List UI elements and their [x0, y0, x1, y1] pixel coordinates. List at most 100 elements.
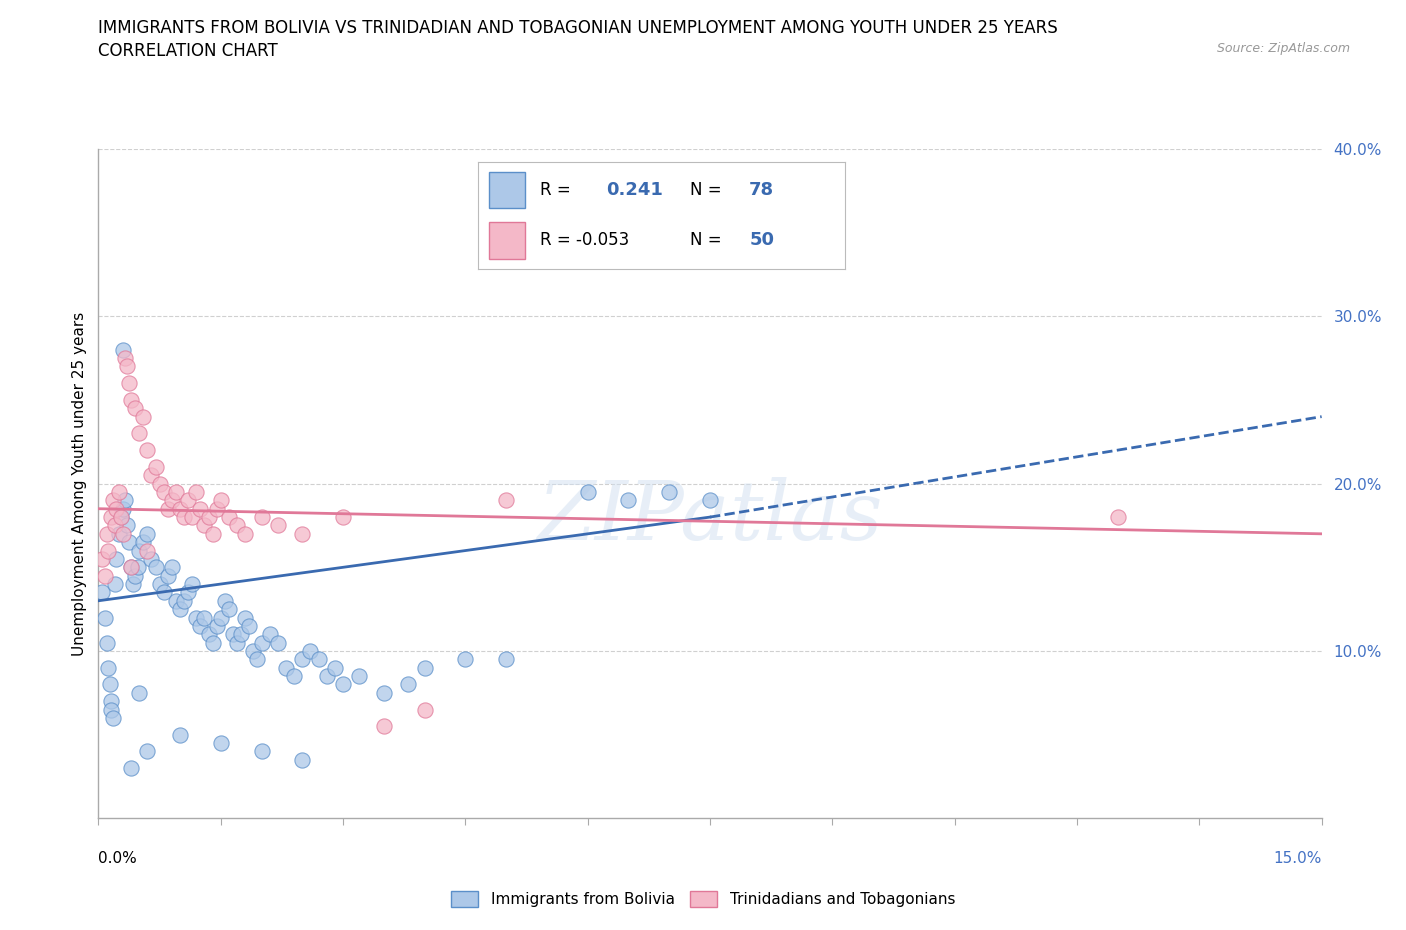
Point — [120, 761, 142, 776]
Point — [454, 652, 477, 667]
Point — [181, 510, 204, 525]
Point — [201, 526, 224, 541]
Point — [124, 568, 146, 583]
Point — [118, 376, 141, 391]
Point — [373, 685, 395, 700]
Point — [110, 510, 132, 525]
Point — [94, 568, 117, 583]
Point — [283, 669, 305, 684]
Point — [231, 627, 253, 642]
Point — [156, 501, 179, 516]
Text: CORRELATION CHART: CORRELATION CHART — [98, 42, 278, 60]
Point — [101, 711, 124, 725]
Point — [145, 560, 167, 575]
Point — [132, 535, 155, 550]
Point — [136, 526, 159, 541]
Text: 0.0%: 0.0% — [98, 851, 138, 866]
Point — [274, 660, 297, 675]
Point — [169, 602, 191, 617]
Point — [186, 485, 208, 499]
Point — [108, 526, 131, 541]
Point — [173, 510, 195, 525]
Point — [124, 401, 146, 416]
Point — [108, 485, 131, 499]
Point — [177, 585, 200, 600]
Point — [238, 618, 260, 633]
Point — [495, 652, 517, 667]
Point — [323, 660, 346, 675]
Point — [152, 585, 174, 600]
Point — [209, 736, 232, 751]
Point — [181, 577, 204, 591]
Point — [222, 627, 245, 642]
Point — [91, 551, 114, 566]
Point — [250, 744, 273, 759]
Point — [100, 702, 122, 717]
Point — [104, 577, 127, 591]
Legend: Immigrants from Bolivia, Trinidadians and Tobagonians: Immigrants from Bolivia, Trinidadians an… — [444, 884, 962, 913]
Point — [218, 510, 240, 525]
Point — [396, 677, 419, 692]
Point — [658, 485, 681, 499]
Point — [111, 342, 134, 357]
Point — [149, 476, 172, 491]
Text: IMMIGRANTS FROM BOLIVIA VS TRINIDADIAN AND TOBAGONIAN UNEMPLOYMENT AMONG YOUTH U: IMMIGRANTS FROM BOLIVIA VS TRINIDADIAN A… — [98, 19, 1059, 36]
Point — [250, 635, 273, 650]
Text: ZIPatlas: ZIPatlas — [537, 477, 883, 557]
Point — [121, 577, 143, 591]
Point — [267, 518, 290, 533]
Point — [152, 485, 174, 499]
Point — [209, 493, 232, 508]
Point — [160, 493, 183, 508]
Point — [349, 669, 371, 684]
Point — [169, 501, 191, 516]
Point — [118, 535, 141, 550]
Point — [136, 744, 159, 759]
Point — [233, 610, 256, 625]
Point — [373, 719, 395, 734]
Point — [233, 526, 256, 541]
Point — [413, 660, 436, 675]
Point — [246, 652, 269, 667]
Text: 15.0%: 15.0% — [1274, 851, 1322, 866]
Point — [495, 493, 517, 508]
Point — [193, 610, 215, 625]
Point — [214, 593, 236, 608]
Point — [156, 568, 179, 583]
Point — [111, 526, 134, 541]
Point — [332, 677, 354, 692]
Point — [115, 518, 138, 533]
Point — [105, 501, 128, 516]
Point — [188, 618, 212, 633]
Point — [291, 526, 314, 541]
Point — [291, 752, 314, 767]
Point — [173, 593, 195, 608]
Point — [197, 627, 219, 642]
Point — [100, 510, 122, 525]
Point — [120, 392, 142, 407]
Point — [218, 602, 240, 617]
Point — [149, 577, 172, 591]
Point — [98, 677, 121, 692]
Point — [193, 518, 215, 533]
Point — [97, 660, 120, 675]
Point — [136, 443, 159, 458]
Point — [291, 652, 314, 667]
Point — [165, 593, 187, 608]
Point — [160, 560, 183, 575]
Point — [197, 510, 219, 525]
Point — [114, 351, 136, 365]
Point — [120, 560, 142, 575]
Point — [332, 510, 354, 525]
Y-axis label: Unemployment Among Youth under 25 years: Unemployment Among Youth under 25 years — [72, 312, 87, 656]
Point — [111, 501, 134, 516]
Point — [299, 644, 322, 658]
Point — [120, 560, 142, 575]
Text: Source: ZipAtlas.com: Source: ZipAtlas.com — [1216, 42, 1350, 55]
Point — [127, 560, 149, 575]
Point — [97, 543, 120, 558]
Point — [226, 518, 249, 533]
Point — [136, 543, 159, 558]
Point — [186, 610, 208, 625]
Point — [141, 551, 163, 566]
